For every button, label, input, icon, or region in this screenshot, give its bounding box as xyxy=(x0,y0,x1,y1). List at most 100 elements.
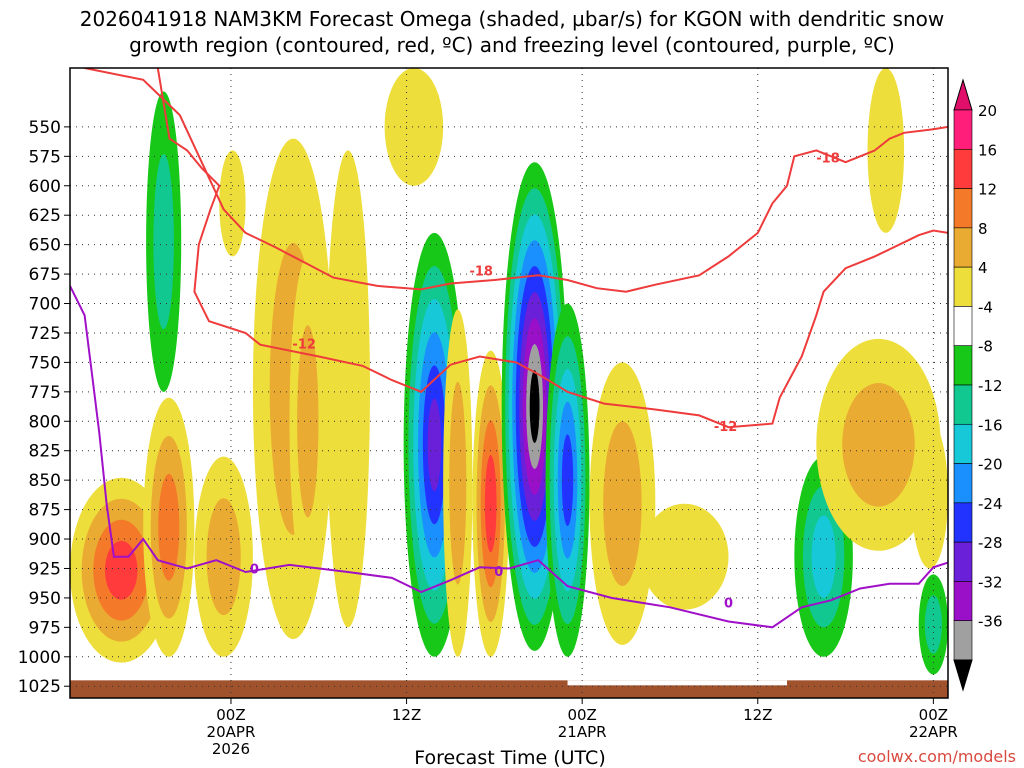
x-tick-label-42-0: 12Z xyxy=(743,706,772,724)
contour-freezing-level xyxy=(70,285,948,629)
freezing-label-0: 0 xyxy=(250,562,259,577)
omega-blob-3-level-0 xyxy=(219,150,246,257)
omega-blob-14-level-1 xyxy=(603,421,642,587)
y-tick-label-850: 850 xyxy=(29,471,61,491)
omega-blob-16-level-2 xyxy=(811,515,836,598)
colorbar-band--12 xyxy=(953,384,973,425)
omega-blob-2-level-1 xyxy=(153,154,174,330)
y-tick-label-825: 825 xyxy=(29,442,61,462)
y-tick-label-1025: 1025 xyxy=(18,677,61,697)
colorbar-bottom-arrow xyxy=(953,659,973,692)
colorbar-band--20 xyxy=(953,463,973,504)
y-tick-label-725: 725 xyxy=(29,324,61,344)
contour-dendritic-minus12-left xyxy=(156,68,452,393)
omega-blob-0-level-3 xyxy=(104,540,138,600)
y-tick-label-950: 950 xyxy=(29,589,61,609)
contour-label-left-0: -18 xyxy=(469,265,493,280)
contour-dendritic-minus12-right xyxy=(450,229,948,429)
colorbar-top-arrow xyxy=(953,78,973,111)
chart-title-line-2: growth region (contoured, red, ºC) and f… xyxy=(129,33,895,57)
y-tick-label-750: 750 xyxy=(29,353,61,373)
colorbar-label--24: -24 xyxy=(978,495,1003,513)
omega-blob-6-level-1 xyxy=(297,325,319,518)
colorbar-label--28: -28 xyxy=(978,534,1003,552)
y-tick-label-600: 600 xyxy=(29,177,61,197)
colorbar-label-20: 20 xyxy=(978,102,997,120)
colorbar-label--12: -12 xyxy=(978,377,1003,395)
ground-gap xyxy=(567,680,788,686)
x-axis-label: Forecast Time (UTC) xyxy=(414,747,605,768)
omega-blob-18-level-0 xyxy=(867,68,905,233)
omega-blob-20-level-0 xyxy=(911,421,948,569)
omega-blob-9-level-5 xyxy=(427,398,442,492)
colorbar-band--4 xyxy=(953,306,973,347)
contour-label-freezing-level: 0 xyxy=(494,565,503,580)
colorbar-band--28 xyxy=(953,541,973,582)
plot-frame xyxy=(69,67,949,699)
colorbar-band-20 xyxy=(953,109,973,150)
colorbar-band--16 xyxy=(953,423,973,464)
colorbar-band--36 xyxy=(953,620,973,661)
colorbar-band-12 xyxy=(953,188,973,229)
y-tick-label-900: 900 xyxy=(29,530,61,550)
x-tick-label-54-1: 22APR xyxy=(909,723,958,741)
colorbar-label--32: -32 xyxy=(978,573,1003,591)
y-tick-label-650: 650 xyxy=(29,236,61,256)
omega-blob-7-level-0 xyxy=(326,150,370,628)
contour-dendritic-minus18-left xyxy=(84,68,876,293)
colorbar-label-8: 8 xyxy=(978,220,988,238)
ground-strip xyxy=(70,680,948,698)
omega-blob-1-level-2 xyxy=(158,473,180,581)
colorbar-label--16: -16 xyxy=(978,416,1003,434)
colorbar-band-4 xyxy=(953,266,973,307)
colorbar-label--20: -20 xyxy=(978,456,1003,474)
colorbar-label-12: 12 xyxy=(978,181,997,199)
chart-title-line-1: 2026041918 NAM3KM Forecast Omega (shaded… xyxy=(80,7,944,31)
contour-label-dendritic-minus12-right: -12 xyxy=(714,420,738,435)
colorbar-label-4: 4 xyxy=(978,259,988,277)
contour-dendritic-minus18 xyxy=(874,125,948,152)
y-tick-label-550: 550 xyxy=(29,118,61,138)
omega-blob-10-level-1 xyxy=(449,381,467,585)
colorbar-band-16 xyxy=(953,148,973,189)
freezing-label-1: 0 xyxy=(724,597,733,612)
omega-blob-17-level-1 xyxy=(842,383,915,507)
contour-label-left-1: -12 xyxy=(292,338,316,353)
omega-blob-4-level-1 xyxy=(206,498,241,616)
colorbar-label-16: 16 xyxy=(978,141,997,159)
contour-label-dendritic-minus18: -18 xyxy=(816,151,840,166)
y-tick-label-675: 675 xyxy=(29,265,61,285)
y-tick-label-925: 925 xyxy=(29,559,61,579)
x-tick-label-30-0: 00Z xyxy=(567,706,596,724)
omega-blob-19-level-1 xyxy=(924,595,942,654)
y-tick-label-875: 875 xyxy=(29,501,61,521)
colorbar-band--8 xyxy=(953,345,973,386)
omega-blob-15-level-0 xyxy=(640,503,729,610)
y-axis: 550 575 600 625 650 675 700 725 750 775 800 825 850 8… xyxy=(18,118,70,697)
x-tick-label-6-2: 2026 xyxy=(212,740,250,758)
omega-shading-layer xyxy=(70,68,948,675)
omega-blob-8-level-0 xyxy=(384,68,444,186)
ground-layer xyxy=(70,680,948,698)
colorbar: 20 16 12 8 4 -4 -8 -12 -16 -20 -24 -28 -32 -36 xyxy=(953,78,1003,692)
y-tick-label-800: 800 xyxy=(29,412,61,432)
y-tick-label-1000: 1000 xyxy=(18,648,61,668)
colorbar-band--32 xyxy=(953,581,973,622)
colorbar-band--24 xyxy=(953,502,973,543)
y-tick-label-700: 700 xyxy=(29,295,61,315)
x-tick-label-6-0: 00Z xyxy=(216,706,245,724)
y-tick-label-625: 625 xyxy=(29,206,61,226)
colorbar-label--36: -36 xyxy=(978,613,1003,631)
y-tick-label-575: 575 xyxy=(29,147,61,167)
colorbar-label--8: -8 xyxy=(978,338,993,356)
x-tick-label-30-1: 21APR xyxy=(558,723,607,741)
contour-layer: -12 -18 0 -18 -12 0 0 xyxy=(70,68,948,629)
omega-blob-12-level-8 xyxy=(529,370,540,443)
y-tick-label-775: 775 xyxy=(29,383,61,403)
x-tick-label-6-1: 20APR xyxy=(207,723,256,741)
watermark: coolwx.com/models xyxy=(858,747,1016,766)
colorbar-label--4: -4 xyxy=(978,298,993,316)
x-tick-label-18-0: 12Z xyxy=(392,706,421,724)
